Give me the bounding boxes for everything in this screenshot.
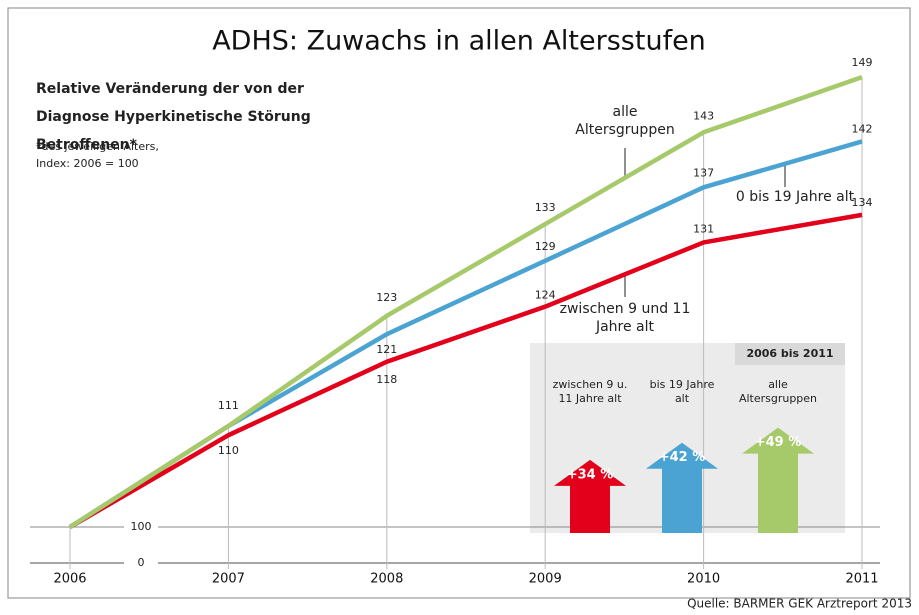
category-label: alle Altersgruppen [738,378,818,405]
data-label: +34 % [567,467,614,482]
data-label: 142 [852,122,873,135]
data-label: 131 [693,222,714,235]
x-tick-label: 2009 [529,572,562,587]
data-label: 137 [693,166,714,179]
data-label: 134 [852,196,873,209]
x-tick-label: 2010 [687,572,720,587]
category-label: bis 19 Jahre alt [649,378,715,405]
tick-label-bg [124,556,158,570]
data-label: 111 [218,399,239,412]
data-label: 129 [535,240,556,253]
note: *des jeweiligen Alters, Index: 2006 = 10… [36,140,159,170]
data-label: +42 % [659,450,706,465]
data-label: 124 [535,289,556,302]
inset-tab [735,343,845,365]
category-label: zwischen 9 u. 11 Jahre alt [552,378,628,405]
data-label: 121 [376,343,397,356]
x-tick-label: 2011 [845,572,878,587]
x-tick-label: 2007 [212,572,245,587]
data-label: 133 [535,201,556,214]
data-label: +49 % [755,435,802,450]
x-tick-label: 2008 [370,572,403,587]
inset-title: 2006 bis 2011 [746,347,833,360]
source: Quelle: BARMER GEK Arztreport 2013 [687,597,912,611]
series-line [68,212,863,529]
y-tick-label: 0 [138,556,145,569]
data-label: 149 [852,56,873,69]
arrow [554,459,626,533]
data-label: 118 [376,373,397,386]
series-label: 0 bis 19 Jahre alt [735,189,855,205]
arrow [742,427,814,533]
subtitle: Relative Veränderung der von der Diagnos… [36,81,311,153]
x-tick-label: 2006 [53,572,86,587]
tick-label-bg [124,520,158,534]
series-line [68,75,863,529]
chart-title: ADHS: Zuwachs in allen Altersstufen [212,26,706,57]
data-label: 143 [693,109,714,122]
arrow [646,442,718,533]
data-label: 123 [376,291,397,304]
series-label: zwischen 9 und 11 Jahre alt [559,301,691,335]
data-label: 110 [218,444,239,457]
y-tick-label: 100 [131,520,152,533]
series-label: alle Altersgruppen [575,104,675,138]
